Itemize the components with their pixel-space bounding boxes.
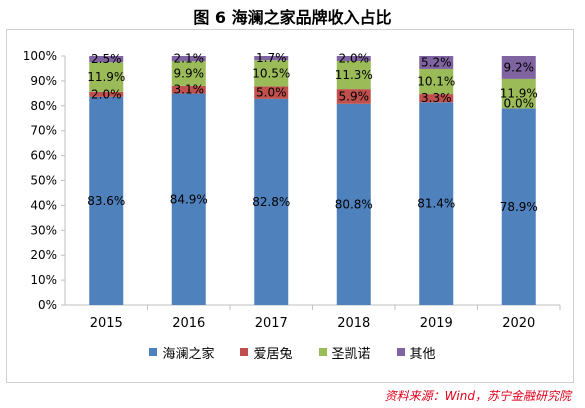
data-label: 82.8%	[252, 195, 290, 209]
data-label: 11.9%	[87, 70, 125, 84]
bar-segment	[254, 86, 289, 99]
bar-segment	[501, 78, 536, 109]
legend-item: 其他	[396, 343, 436, 362]
x-tick-label: 2018	[337, 316, 370, 331]
y-tick-label: 70%	[30, 124, 57, 138]
bar-segment	[419, 102, 454, 306]
data-label: 5.9%	[339, 89, 370, 103]
legend-label: 其他	[409, 346, 436, 362]
legend-swatch	[149, 348, 158, 356]
data-label: 10.1%	[417, 75, 455, 89]
chart-title: 图 6 海澜之家品牌收入占比	[193, 8, 392, 27]
y-tick-label: 20%	[30, 248, 57, 262]
data-label: 81.4%	[417, 197, 455, 211]
data-label: 9.2%	[504, 60, 535, 74]
bar-segment	[336, 60, 371, 90]
bar-segment	[336, 56, 371, 61]
data-label: 5.2%	[421, 55, 452, 69]
legend-label: 爱居兔	[253, 346, 293, 362]
bar-segment	[254, 56, 289, 61]
bar-segment	[171, 85, 206, 94]
data-label: 2.1%	[174, 52, 205, 66]
data-label: 10.5%	[252, 66, 290, 80]
y-tick-label: 0%	[38, 298, 57, 312]
bar-segment	[336, 89, 371, 104]
x-tick-label: 2019	[420, 316, 453, 331]
data-label: 9.9%	[174, 67, 205, 81]
bar-segment	[89, 91, 124, 97]
legend-item: 海澜之家	[149, 343, 215, 362]
bar-segment	[171, 56, 206, 62]
legend-item: 爱居兔	[240, 343, 293, 362]
y-tick-label: 90%	[30, 74, 57, 88]
data-label: 2.5%	[91, 52, 122, 66]
bar-segment	[336, 103, 371, 305]
legend-label: 圣凯诺	[331, 346, 371, 362]
bar-segment	[89, 56, 124, 63]
bar-segment	[171, 61, 206, 86]
x-tick-label: 2020	[502, 316, 535, 331]
y-tick-label: 60%	[30, 149, 57, 163]
legend-swatch	[318, 348, 327, 356]
data-label: 0.0%	[504, 97, 535, 111]
bar-segment	[419, 56, 454, 69]
data-label: 84.9%	[170, 192, 208, 206]
bar-segment	[89, 96, 124, 305]
legend-swatch	[396, 348, 405, 356]
legend-label: 海澜之家	[162, 346, 215, 362]
y-tick-label: 100%	[23, 49, 57, 63]
data-label: 2.0%	[91, 87, 122, 101]
data-label: 1.7%	[256, 51, 287, 65]
legend-item: 圣凯诺	[318, 343, 371, 362]
bar-segment	[254, 60, 289, 87]
x-tick-label: 2016	[172, 316, 205, 331]
bar-segment	[501, 56, 536, 79]
data-label: 80.8%	[335, 197, 373, 211]
bar-segment	[501, 108, 536, 305]
legend: 海澜之家 爱居兔 圣凯诺 其他	[0, 343, 585, 362]
data-label: 2.0%	[339, 51, 370, 65]
y-tick-label: 80%	[30, 99, 57, 113]
data-label: 3.3%	[421, 91, 452, 105]
data-label: 11.3%	[335, 68, 373, 82]
data-label: 78.9%	[500, 200, 538, 214]
data-label: 11.9%	[500, 87, 538, 101]
bar-segment	[419, 68, 454, 95]
data-label: 5.0%	[256, 86, 287, 100]
y-tick-label: 40%	[30, 198, 57, 212]
data-label: 83.6%	[87, 194, 125, 208]
bar-segment	[171, 93, 206, 305]
x-tick-label: 2015	[90, 316, 123, 331]
x-tick-label: 2017	[255, 316, 288, 331]
bar-segment	[419, 94, 454, 103]
data-label: 3.1%	[174, 83, 205, 97]
y-tick-label: 30%	[30, 223, 57, 237]
y-tick-label: 10%	[30, 273, 57, 287]
chart-frame	[6, 29, 574, 383]
bar-segment	[89, 62, 124, 92]
source-note: 资料来源：Wind，苏宁金融研究院	[384, 389, 571, 403]
bar-segment	[254, 98, 289, 305]
y-tick-label: 50%	[30, 174, 57, 188]
legend-swatch	[240, 348, 249, 356]
